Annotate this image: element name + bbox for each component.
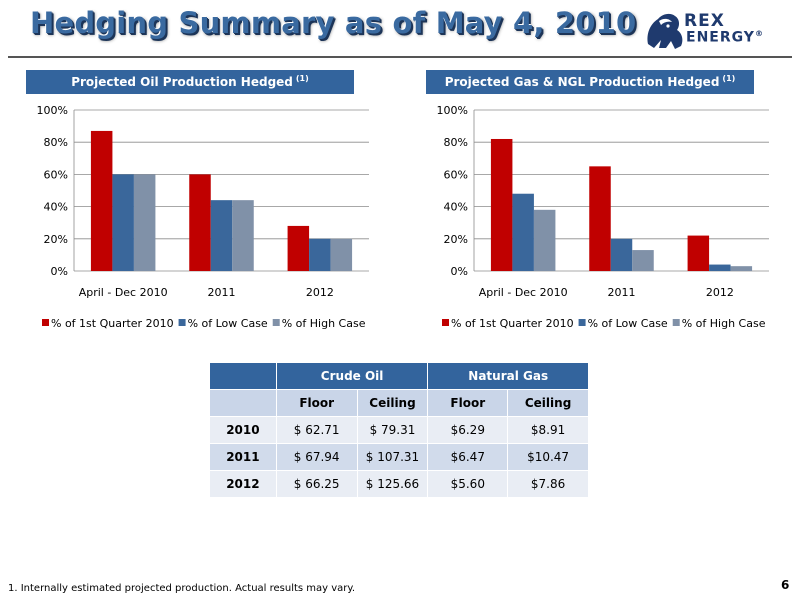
table-row: 2012 $ 66.25 $ 125.66 $5.60 $7.86 [209, 470, 589, 498]
bar [232, 200, 254, 271]
y-tick-label: 80% [444, 136, 468, 149]
x-tick-label: 2011 [608, 286, 636, 299]
table-group-header-row: Crude Oil Natural Gas [209, 362, 589, 390]
bar [687, 235, 710, 271]
legend-label: % of 1st Quarter 2010 [51, 317, 174, 330]
bar [189, 174, 211, 271]
page-number: 6 [781, 578, 790, 592]
page-title: Hedging Summary as of May 4, 2010 [30, 6, 637, 40]
hedge-price-table: Crude Oil Natural Gas Floor Ceiling Floo… [209, 362, 589, 498]
gas-ceiling-value: $10.47 [507, 443, 589, 471]
oil-hedge-chart: 0% 20% 40% 60% 80% 100% April - Dec 2010 2011 20… [22, 98, 382, 338]
y-tick-label: 60% [444, 168, 468, 181]
footnote: 1. Internally estimated projected produc… [8, 583, 356, 594]
bar [610, 238, 633, 271]
subheader-oil-ceiling: Ceiling [356, 389, 429, 417]
oil-ceiling-value: $ 107.31 [356, 443, 429, 471]
oil-ceiling-value: $ 125.66 [356, 470, 429, 498]
legend-swatch [578, 319, 586, 326]
x-tick-label: 2012 [706, 286, 734, 299]
x-tick-label: April - Dec 2010 [79, 286, 168, 299]
table-corner-cell [209, 362, 277, 390]
y-tick-label: 60% [44, 168, 68, 181]
registered-mark: ® [754, 29, 764, 38]
y-tick-label: 100% [437, 104, 468, 117]
legend-label: % of Low Case [188, 317, 268, 330]
table-row: 2011 $ 67.94 $ 107.31 $6.47 $10.47 [209, 443, 589, 471]
bar [90, 130, 113, 271]
y-tick-label: 0% [51, 265, 68, 278]
legend-swatch [178, 319, 186, 326]
y-tick-label: 100% [37, 104, 68, 117]
y-tick-label: 40% [444, 201, 468, 214]
bar [490, 138, 513, 271]
oil-floor-value: $ 66.25 [275, 470, 358, 498]
y-tick-label: 40% [44, 201, 68, 214]
gas-floor-value: $6.29 [427, 416, 509, 444]
legend-swatch [672, 319, 680, 326]
legend-swatch [272, 319, 280, 326]
gas-ceiling-value: $8.91 [507, 416, 589, 444]
bar [133, 174, 156, 271]
bar [112, 174, 134, 271]
gas-chart-title-text: Projected Gas & NGL Production Hedged [444, 75, 720, 89]
logo-text-energy-word: ENERGY [686, 29, 755, 46]
table-subheader-blank [209, 389, 277, 417]
bar [309, 238, 331, 271]
title-divider [8, 56, 792, 58]
legend-label: % of High Case [682, 317, 766, 330]
gas-hedge-chart: 0% 20% 40% 60% 80% 100% April - Dec 2010 2011 20… [422, 98, 782, 338]
gas-chart-title: Projected Gas & NGL Production Hedged (1) [426, 70, 754, 94]
y-tick-label: 20% [444, 233, 468, 246]
oil-floor-value: $ 62.71 [275, 416, 358, 444]
gas-footnote-ref: (1) [722, 73, 736, 83]
legend-label: % of High Case [282, 317, 366, 330]
bar [210, 200, 233, 271]
subheader-oil-floor: Floor [275, 389, 358, 417]
legend-label: % of 1st Quarter 2010 [451, 317, 574, 330]
group-header-crude-oil: Crude Oil [275, 362, 429, 390]
bar [730, 266, 753, 271]
subheader-gas-ceiling: Ceiling [507, 389, 589, 417]
subheader-gas-floor: Floor [427, 389, 509, 417]
y-tick-label: 0% [451, 265, 468, 278]
bar [589, 166, 611, 271]
oil-chart-title: Projected Oil Production Hedged (1) [26, 70, 354, 94]
gas-floor-value: $5.60 [427, 470, 509, 498]
x-tick-label: April - Dec 2010 [479, 286, 568, 299]
oil-footnote-ref: (1) [295, 73, 309, 83]
lion-icon [647, 13, 683, 50]
group-header-natural-gas: Natural Gas [427, 362, 589, 390]
row-year: 2012 [209, 470, 277, 498]
company-logo: REX ENERGY® [644, 8, 794, 54]
logo-text-rex: REX [684, 11, 725, 31]
table-subheader-row: Floor Ceiling Floor Ceiling [209, 389, 589, 417]
table-row: 2010 $ 62.71 $ 79.31 $6.29 $8.91 [209, 416, 589, 444]
oil-chart-svg: 0% 20% 40% 60% 80% 100% April - Dec 2010 2011 20… [37, 104, 369, 330]
y-tick-label: 20% [44, 233, 68, 246]
legend-label: % of Low Case [588, 317, 668, 330]
oil-ceiling-value: $ 79.31 [356, 416, 429, 444]
oil-chart-title-text: Projected Oil Production Hedged [71, 75, 293, 89]
bar [330, 238, 353, 271]
bar [709, 264, 731, 271]
bar [512, 193, 534, 271]
y-tick-label: 80% [44, 136, 68, 149]
x-tick-label: 2011 [208, 286, 236, 299]
row-year: 2011 [209, 443, 277, 471]
bar [632, 250, 654, 271]
row-year: 2010 [209, 416, 277, 444]
gas-ceiling-value: $7.86 [507, 470, 589, 498]
x-tick-label: 2012 [306, 286, 334, 299]
gas-floor-value: $6.47 [427, 443, 509, 471]
oil-floor-value: $ 67.94 [275, 443, 358, 471]
legend: % of 1st Quarter 2010 % of Low Case % of H… [42, 317, 366, 330]
gas-chart-svg: 0% 20% 40% 60% 80% 100% April - Dec 2010 2011 20… [437, 104, 769, 330]
logo-text-energy: ENERGY® [686, 29, 764, 46]
legend-swatch [42, 319, 49, 326]
legend-swatch [442, 319, 449, 326]
legend: % of 1st Quarter 2010 % of Low Case % of H… [442, 317, 766, 330]
bar [533, 209, 556, 271]
bar [287, 225, 310, 271]
